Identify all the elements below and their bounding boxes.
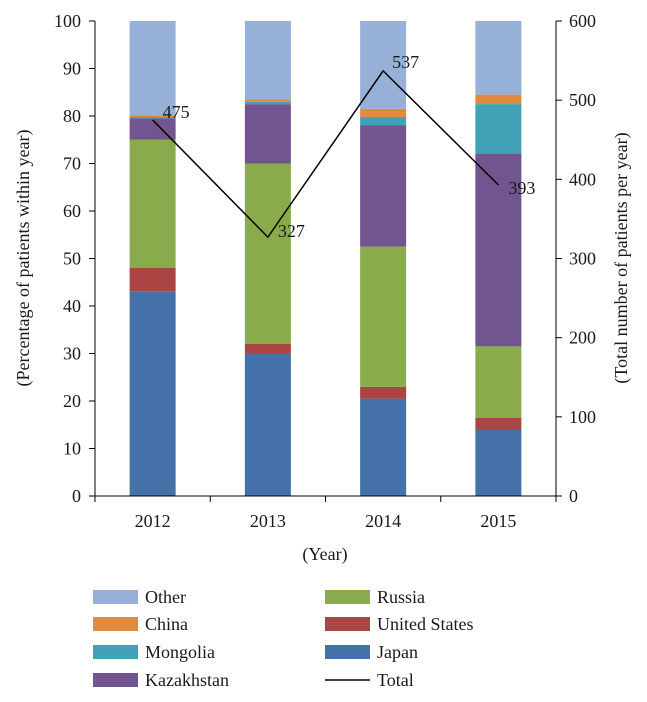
bar-russia-2012 — [129, 139, 176, 268]
y-tick-label: 40 — [63, 296, 81, 316]
legend-label-kazakhstan: Kazakhstan — [145, 670, 229, 690]
bar-mongolia-2015 — [475, 104, 522, 154]
y-tick-label: 30 — [63, 344, 81, 364]
bar-mongolia-2014 — [360, 116, 407, 126]
bars-layer — [129, 21, 522, 496]
y-tick-label: 10 — [63, 439, 81, 459]
bar-russia-2014 — [360, 246, 407, 387]
x-tick-label: 2013 — [250, 511, 286, 531]
bar-other-2013 — [244, 21, 291, 100]
bar-united-states-2013 — [244, 344, 291, 354]
y2-tick-label: 600 — [569, 11, 596, 31]
bar-other-2012 — [129, 21, 176, 116]
bar-china-2015 — [475, 94, 522, 105]
total-data-label: 393 — [508, 178, 535, 198]
legend-label-total: Total — [377, 670, 414, 690]
ticks-layer: 0 10 20 30 40 50 60 70 80 90 100 0 100 200 300 400 500 60… — [54, 11, 596, 531]
bar-russia-2015 — [475, 346, 522, 418]
bar-kazakhstan-2014 — [360, 125, 407, 247]
bar-united-states-2012 — [129, 268, 176, 292]
legend-label-russia: Russia — [377, 587, 425, 607]
bar-mongolia-2013 — [244, 101, 291, 105]
total-line-layer: 475 327 537 393 — [152, 52, 535, 241]
y2-tick-label: 0 — [569, 486, 578, 506]
y-tick-label: 80 — [63, 106, 81, 126]
bar-japan-2013 — [244, 353, 291, 496]
x-tick-label: 2014 — [365, 511, 401, 531]
bar-mongolia-2012 — [129, 116, 176, 119]
y2-tick-label: 400 — [569, 169, 596, 189]
y2-tick-label: 200 — [569, 328, 596, 348]
x-tick-label: 2015 — [480, 511, 516, 531]
y-tick-label: 70 — [63, 154, 81, 174]
y-tick-label: 20 — [63, 391, 81, 411]
bar-united-states-2014 — [360, 386, 407, 399]
legend-label-japan: Japan — [377, 642, 418, 662]
bar-china-2013 — [244, 99, 291, 102]
bar-japan-2014 — [360, 398, 407, 496]
x-axis-label: (Year) — [302, 544, 347, 565]
legend-swatch-china — [93, 617, 138, 631]
bar-china-2014 — [360, 108, 407, 117]
bar-kazakhstan-2013 — [244, 104, 291, 164]
bar-united-states-2015 — [475, 417, 522, 430]
y-tick-label: 90 — [63, 59, 81, 79]
bar-japan-2015 — [475, 429, 522, 496]
legend-swatch-other — [93, 590, 138, 604]
total-line — [152, 69, 499, 239]
legend-label-united-states: United States — [377, 614, 474, 634]
bar-japan-2012 — [129, 291, 176, 496]
x-tick-label: 2012 — [135, 511, 171, 531]
y-tick-label: 0 — [72, 486, 81, 506]
y-tick-label: 100 — [54, 11, 81, 31]
total-data-label: 475 — [163, 102, 190, 122]
total-data-label: 327 — [278, 221, 305, 241]
bar-other-2015 — [475, 21, 522, 95]
total-data-label: 537 — [392, 52, 419, 72]
y2-tick-label: 300 — [569, 249, 596, 269]
y2-tick-label: 500 — [569, 90, 596, 110]
legend-swatch-japan — [325, 645, 370, 659]
legend-swatch-united-states — [325, 617, 370, 631]
bar-china-2012 — [129, 115, 176, 117]
legend-swatch-russia — [325, 590, 370, 604]
y-axis-label: (Percentage of patients within year) — [13, 130, 34, 387]
legend: Other China Mongolia Kazakhstan Russia United… — [93, 587, 474, 690]
bar-russia-2013 — [244, 163, 291, 344]
bar-kazakhstan-2012 — [129, 118, 176, 140]
y2-axis-label: (Total number of patients per year) — [611, 132, 632, 383]
bar-kazakhstan-2015 — [475, 154, 522, 347]
legend-label-mongolia: Mongolia — [145, 642, 215, 662]
legend-label-other: Other — [145, 587, 186, 607]
legend-swatch-kazakhstan — [93, 673, 138, 687]
y-tick-label: 60 — [63, 201, 81, 221]
y2-tick-label: 100 — [569, 407, 596, 427]
legend-swatch-mongolia — [93, 645, 138, 659]
legend-label-china: China — [145, 614, 188, 634]
y-tick-label: 50 — [63, 249, 81, 269]
